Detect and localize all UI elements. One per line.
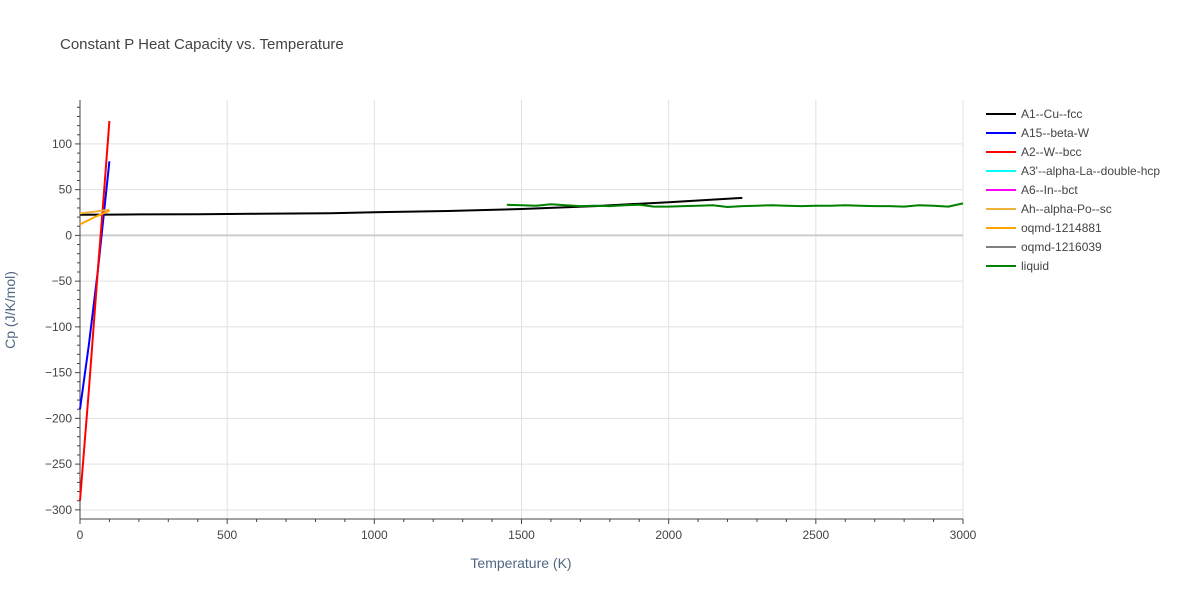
legend-item[interactable]: liquid <box>986 259 1049 273</box>
legend-item[interactable]: A2--W--bcc <box>986 145 1081 159</box>
legend-item[interactable]: A6--In--bct <box>986 183 1078 197</box>
y-tick-label: −200 <box>45 411 72 425</box>
legend-item[interactable]: Ah--alpha-Po--sc <box>986 202 1112 216</box>
y-tick-label: 100 <box>52 137 72 151</box>
y-tick-label: −150 <box>45 366 72 380</box>
x-tick-label: 500 <box>217 528 237 542</box>
series-line-liquid <box>506 202 964 208</box>
x-tick-label: 2500 <box>802 528 829 542</box>
y-tick-label: −50 <box>52 274 73 288</box>
x-tick-label: 0 <box>77 528 84 542</box>
series-layer <box>79 120 964 501</box>
series-line-A1--Cu--fcc <box>79 196 743 216</box>
legend-item[interactable]: oqmd-1214881 <box>986 221 1102 235</box>
legend-label: A15--beta-W <box>1021 126 1090 140</box>
legend-label: A1--Cu--fcc <box>1021 107 1082 121</box>
series-line-A15--beta-W <box>79 161 111 410</box>
legend-label: A2--W--bcc <box>1021 145 1081 159</box>
y-tick-label: −100 <box>45 320 72 334</box>
y-tick-label: 50 <box>59 183 73 197</box>
legend-label: Ah--alpha-Po--sc <box>1021 202 1112 216</box>
legend-item[interactable]: oqmd-1216039 <box>986 240 1102 254</box>
y-tick-label: −300 <box>45 503 72 517</box>
legend-label: A6--In--bct <box>1021 183 1078 197</box>
legend-label: A3'--alpha-La--double-hcp <box>1021 164 1160 178</box>
series-line-A2--W--bcc <box>79 120 111 501</box>
axes-layer: 0 500 1000 1500 2000 2500 3000100500−50−100−15… <box>45 100 977 542</box>
y-tick-label: 0 <box>65 228 72 242</box>
grid-layer <box>80 100 964 519</box>
chart-title: Constant P Heat Capacity vs. Temperature <box>60 36 344 53</box>
y-axis-title: Cp (J/K/mol) <box>2 271 18 349</box>
x-axis-title: Temperature (K) <box>470 555 571 571</box>
x-tick-label: 3000 <box>950 528 977 542</box>
legend-label: oqmd-1214881 <box>1021 221 1102 235</box>
legend-item[interactable]: A15--beta-W <box>986 126 1090 140</box>
legend-item[interactable]: A1--Cu--fcc <box>986 107 1082 121</box>
y-tick-label: −250 <box>45 457 72 471</box>
legend-label: oqmd-1216039 <box>1021 240 1102 254</box>
series-line-oqmd-1214881 <box>79 209 110 226</box>
legend-item[interactable]: A3'--alpha-La--double-hcp <box>986 164 1160 178</box>
x-tick-label: 2000 <box>655 528 682 542</box>
series-line-Ah--alpha-Po--sc <box>79 208 110 215</box>
x-tick-label: 1000 <box>361 528 388 542</box>
x-tick-label: 1500 <box>508 528 535 542</box>
legend-label: liquid <box>1021 259 1049 273</box>
legend[interactable]: A1--Cu--fcc A15--beta-W A2--W--bcc A3'--alp… <box>986 107 1160 273</box>
